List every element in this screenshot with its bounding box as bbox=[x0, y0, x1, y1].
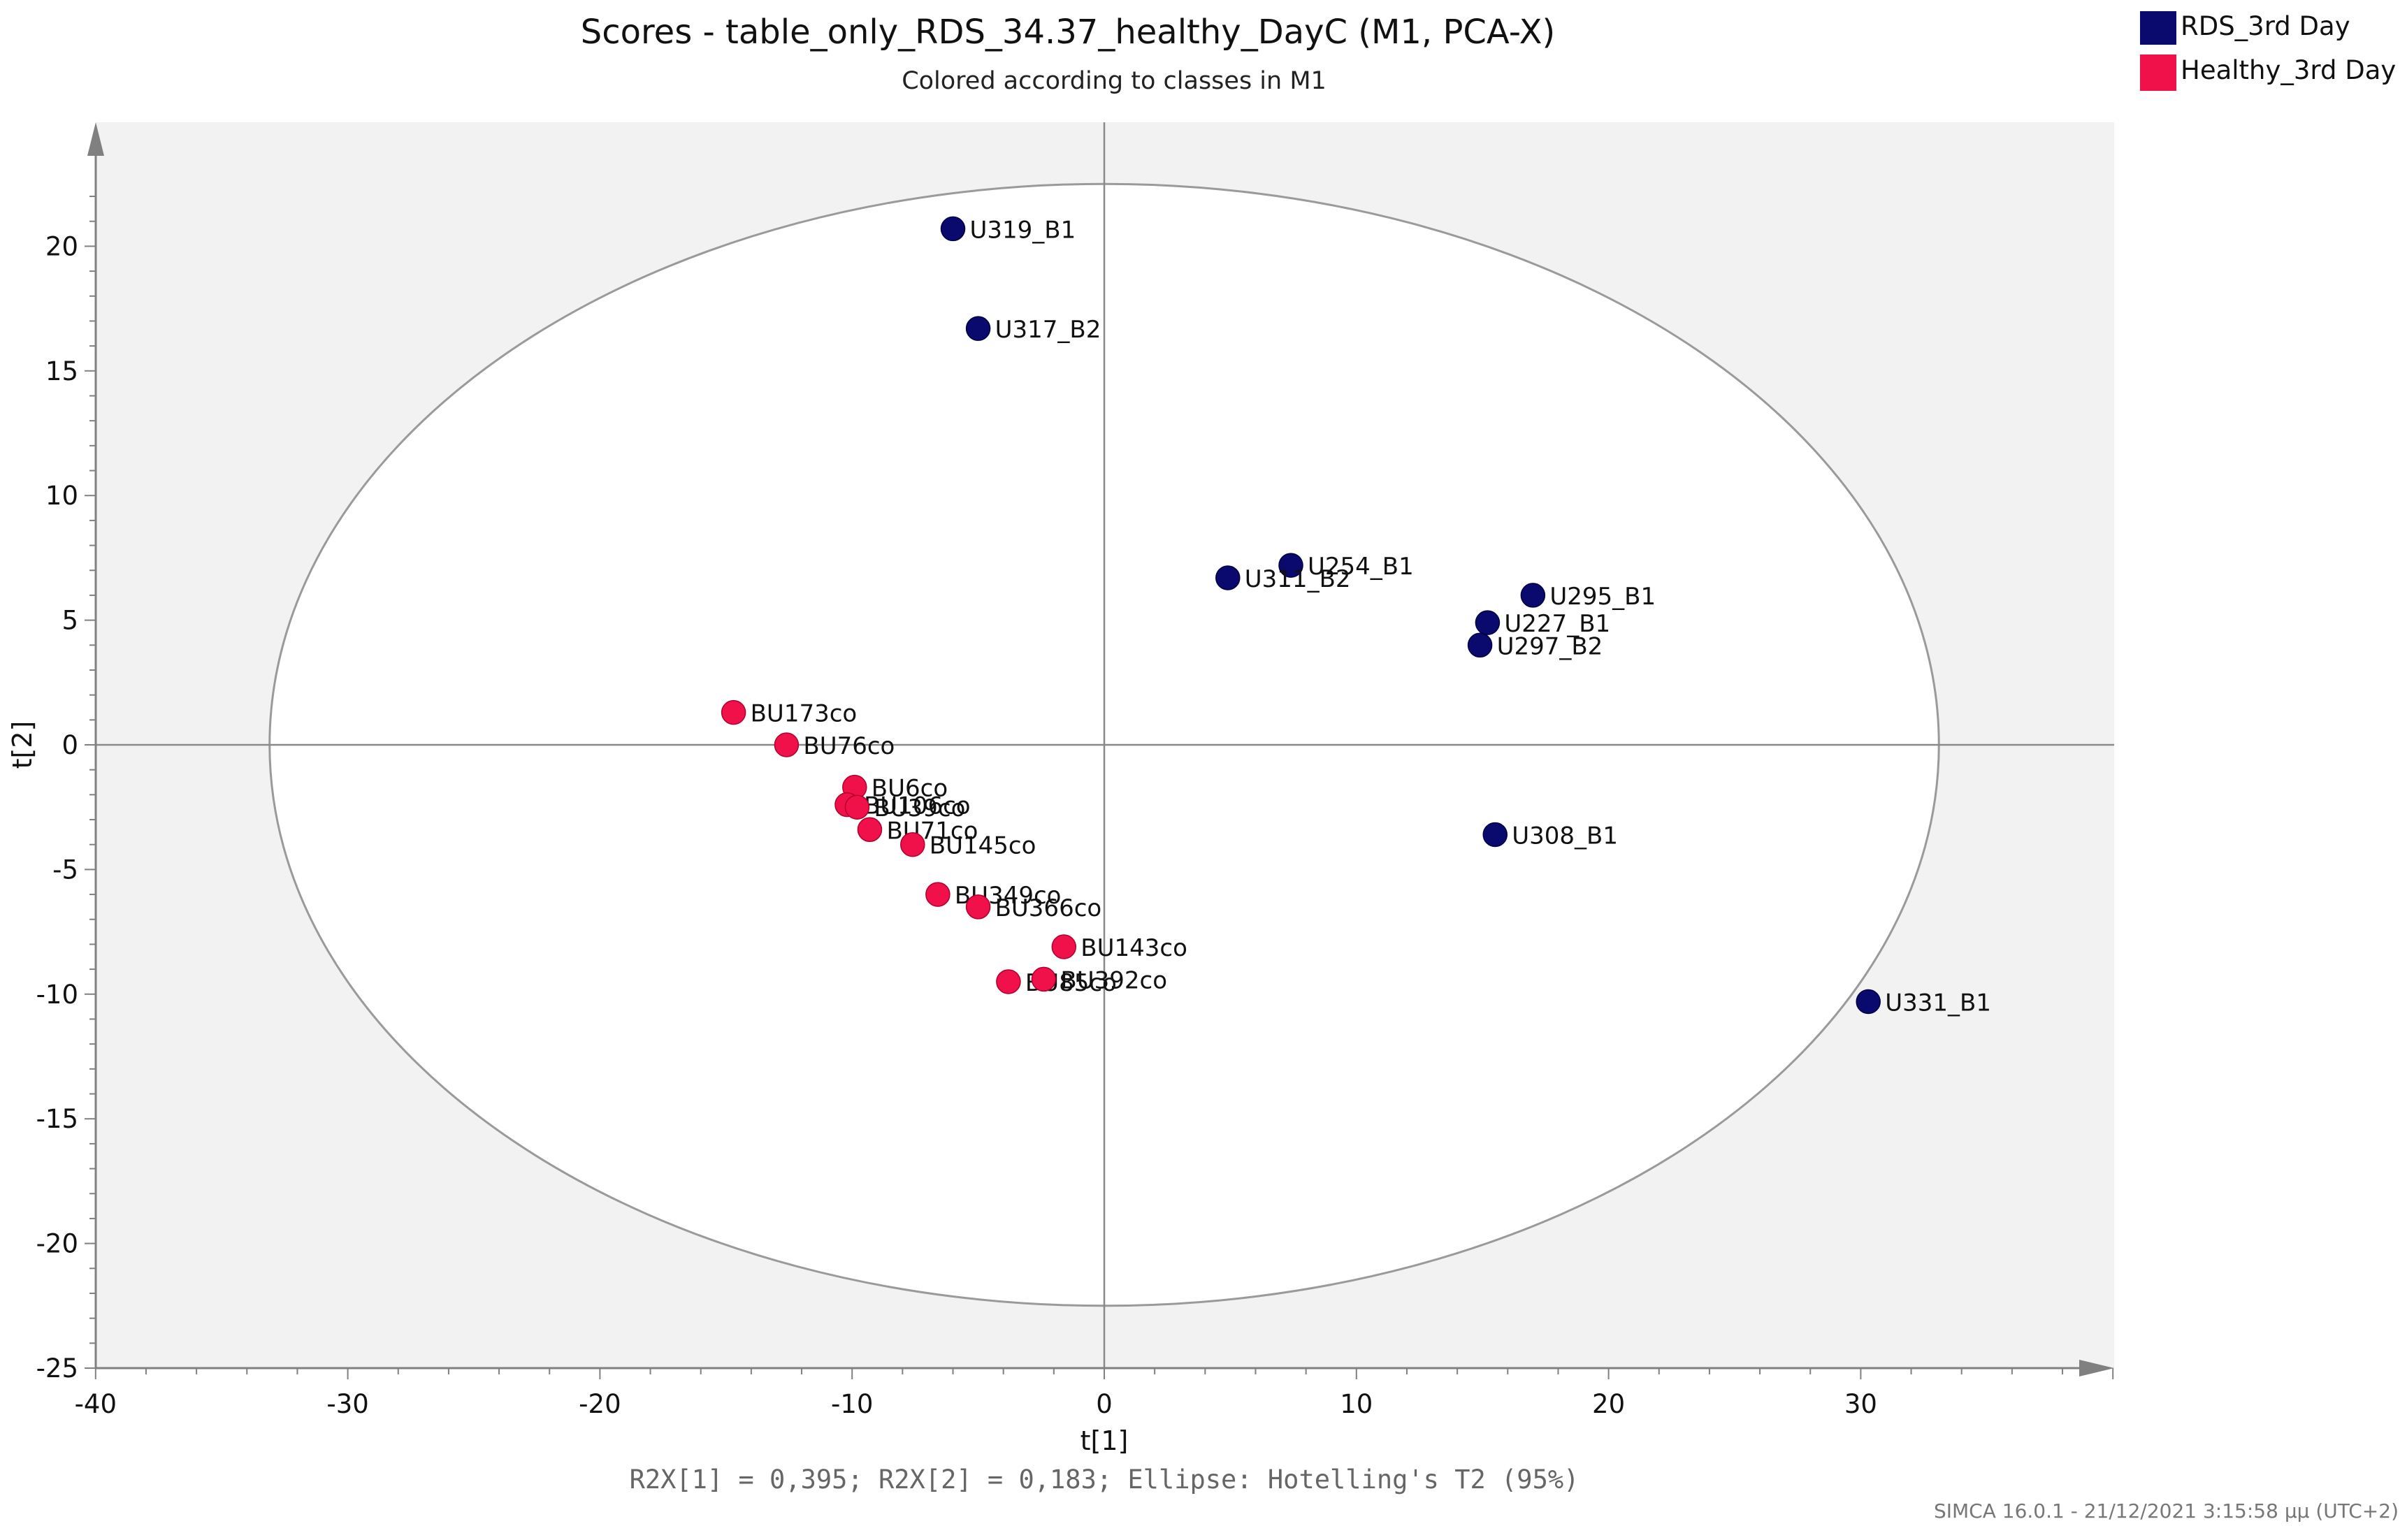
point-U227_B1[interactable] bbox=[1475, 610, 1501, 635]
point-label: U308_B1 bbox=[1512, 822, 1618, 850]
point-BU173co[interactable] bbox=[721, 699, 746, 725]
point-U295_B1[interactable] bbox=[1520, 583, 1546, 608]
point-label: BU39co bbox=[874, 794, 965, 822]
point-label: U317_B2 bbox=[995, 316, 1101, 344]
software-timestamp: SIMCA 16.0.1 - 21/12/2021 3:15:58 μμ (UT… bbox=[1934, 1499, 2399, 1523]
point-label: U319_B1 bbox=[970, 216, 1076, 244]
y-tick-label: -15 bbox=[36, 1104, 78, 1134]
point-label: U331_B1 bbox=[1885, 989, 1991, 1017]
x-tick-label: 10 bbox=[1340, 1389, 1373, 1419]
y-tick-label: 20 bbox=[45, 231, 78, 261]
point-BU145co[interactable] bbox=[900, 831, 925, 857]
x-axis-label: t[1] bbox=[1080, 1425, 1129, 1456]
y-tick-label: 10 bbox=[45, 481, 78, 511]
point-U311_B2[interactable] bbox=[1215, 565, 1241, 590]
point-label: U254_B1 bbox=[1308, 553, 1414, 581]
point-BU392co[interactable] bbox=[1031, 966, 1057, 992]
legend: RDS_3rd Day Healthy_3rd Day bbox=[2140, 11, 2396, 91]
legend-swatch-rds bbox=[2140, 11, 2176, 45]
y-tick-label: -25 bbox=[36, 1353, 78, 1383]
point-label: BU106co bbox=[864, 792, 971, 820]
y-axis-label: t[2] bbox=[7, 721, 38, 769]
point-BU366co[interactable] bbox=[965, 894, 991, 920]
point-label: BU366co bbox=[995, 894, 1102, 922]
y-tick-label: 5 bbox=[62, 606, 78, 636]
point-U331_B1[interactable] bbox=[1856, 989, 1881, 1015]
point-BU349co[interactable] bbox=[925, 882, 950, 907]
chart-title: Scores - table_only_RDS_34.37_healthy_Da… bbox=[581, 13, 1555, 52]
model-summary-footer: R2X[1] = 0,395; R2X[2] = 0,183; Ellipse:… bbox=[630, 1465, 1580, 1495]
x-tick-label: -10 bbox=[831, 1389, 873, 1419]
point-label: BU145co bbox=[930, 832, 1036, 860]
x-tick-label: 0 bbox=[1096, 1389, 1113, 1419]
y-axis-ticks: -25 -20 -15 -10 -5 0 5 10 15 20 bbox=[36, 196, 96, 1383]
point-label: BU6co bbox=[872, 775, 948, 803]
x-tick-label: -40 bbox=[75, 1389, 117, 1419]
x-tick-label: 20 bbox=[1592, 1389, 1625, 1419]
point-U254_B1[interactable] bbox=[1278, 553, 1303, 578]
point-label: BU392co bbox=[1060, 966, 1167, 994]
point-BU143co[interactable] bbox=[1051, 934, 1077, 959]
point-BU76co[interactable] bbox=[774, 732, 800, 757]
point-label: U227_B1 bbox=[1504, 610, 1610, 638]
point-label: U295_B1 bbox=[1549, 583, 1656, 611]
chart-subtitle: Colored according to classes in M1 bbox=[902, 67, 1327, 95]
y-axis-arrow bbox=[87, 122, 104, 156]
point-BU39co[interactable] bbox=[844, 794, 870, 820]
y-tick-label: -20 bbox=[36, 1229, 78, 1259]
point-BU71co[interactable] bbox=[857, 817, 883, 843]
y-tick-label: -10 bbox=[36, 980, 78, 1010]
y-tick-label: -5 bbox=[52, 855, 78, 885]
x-axis-ticks: -40 -30 -20 -10 0 10 20 30 bbox=[75, 1368, 2114, 1419]
y-tick-label: 15 bbox=[45, 356, 78, 386]
point-BU85co[interactable] bbox=[996, 969, 1021, 994]
legend-label-rds: RDS_3rd Day bbox=[2181, 11, 2350, 41]
point-U319_B1[interactable] bbox=[940, 216, 966, 242]
point-label: U297_B2 bbox=[1497, 632, 1603, 660]
x-tick-label: -30 bbox=[326, 1389, 368, 1419]
x-tick-label: -20 bbox=[579, 1389, 621, 1419]
point-label: BU173co bbox=[751, 700, 858, 728]
point-U317_B2[interactable] bbox=[965, 316, 991, 341]
legend-swatch-healthy bbox=[2140, 55, 2176, 91]
point-U308_B1[interactable] bbox=[1482, 822, 1508, 848]
point-U297_B2[interactable] bbox=[1467, 632, 1493, 658]
point-label: BU76co bbox=[803, 732, 895, 760]
y-tick-label: 0 bbox=[62, 730, 78, 760]
point-label: BU143co bbox=[1080, 934, 1187, 962]
point-label: U311_B2 bbox=[1245, 565, 1351, 593]
legend-label-healthy: Healthy_3rd Day bbox=[2181, 55, 2396, 85]
x-tick-label: 30 bbox=[1844, 1389, 1877, 1419]
x-axis-arrow bbox=[2079, 1360, 2114, 1376]
